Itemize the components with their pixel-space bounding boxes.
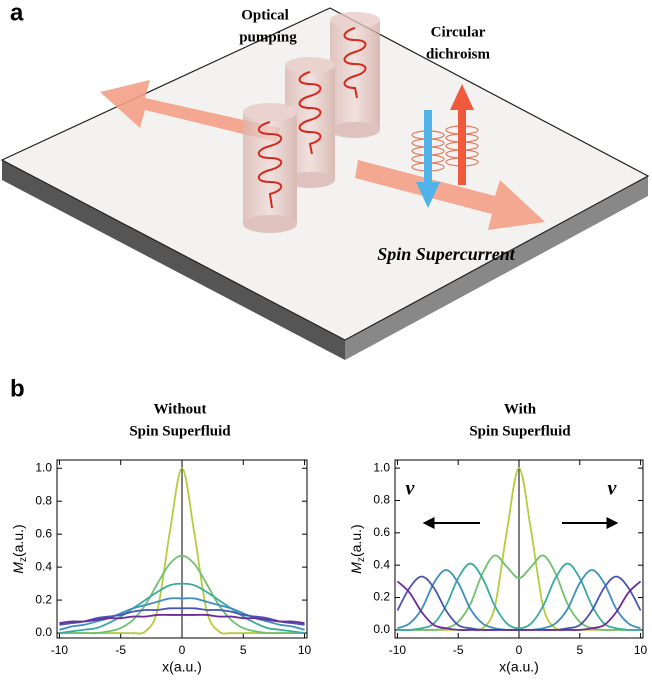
chart-title: Spin Superfluid (129, 423, 231, 439)
y-tick-label: 0.2 (373, 590, 390, 604)
y-tick-label: 0.8 (35, 493, 52, 507)
chart-title: With (504, 401, 537, 417)
series-line (59, 613, 305, 625)
series-line (396, 580, 642, 631)
x-axis-label: x(a.u.) (499, 659, 539, 675)
y-axis-label: Mz(a.u.) (10, 524, 29, 573)
x-tick-label: -10 (389, 643, 407, 657)
x-tick-label: -5 (115, 643, 126, 657)
y-tick-label: 0.6 (35, 526, 52, 540)
x-tick-label: -5 (453, 643, 464, 657)
dichroism-probe (411, 84, 479, 208)
label-optical: Optical (241, 7, 289, 23)
y-label-unit: (a.u.) (348, 524, 364, 557)
y-axis-label: Mz(a.u.) (348, 524, 367, 573)
annotation: v (608, 478, 618, 500)
x-axis-label: x(a.u.) (162, 659, 202, 675)
plot (394, 459, 644, 639)
chart-title: Without (153, 401, 206, 417)
y-label-subscript: z (18, 557, 29, 562)
x-tick-label: 10 (634, 643, 648, 657)
y-label-symbol: M (348, 562, 364, 574)
helices (257, 27, 367, 209)
y-tick-label: 0.8 (373, 493, 390, 507)
series-line (59, 554, 305, 635)
x-tick-label: 0 (516, 643, 523, 657)
y-tick-label: 0.0 (373, 622, 390, 636)
y-tick-label: 0.4 (35, 559, 52, 573)
y-tick-label: 0.4 (373, 557, 390, 571)
series-line (59, 607, 305, 626)
x-tick-label: 5 (576, 643, 583, 657)
x-tick-label: 10 (298, 643, 312, 657)
plot (56, 459, 308, 639)
y-label-unit: (a.u.) (10, 524, 26, 557)
label-supercurrent: Spin Supercurrent (377, 244, 516, 264)
y-tick-label: 0.0 (35, 625, 52, 639)
x-tick-label: 5 (240, 643, 247, 657)
y-label-symbol: M (10, 562, 26, 574)
panel-label: b (10, 375, 25, 402)
y-tick-label: 0.2 (35, 592, 52, 606)
label-optical: pumping (239, 29, 297, 45)
panel-label: a (10, 0, 24, 26)
y-label-subscript: z (356, 557, 367, 562)
y-tick-label: 1.0 (373, 460, 390, 474)
y-tick-label: 1.0 (35, 460, 52, 474)
x-tick-label: 0 (179, 643, 186, 657)
chart-title: Spin Superfluid (469, 423, 571, 439)
spin-arrows (100, 80, 545, 230)
y-tick-label: 0.6 (373, 525, 390, 539)
x-tick-label: -10 (51, 643, 69, 657)
label-dichroism: Circular (431, 24, 486, 40)
label-dichroism: dichroism (426, 46, 490, 62)
series-line (397, 562, 641, 631)
series-line (59, 597, 305, 631)
series-line (397, 554, 641, 631)
series-line (59, 582, 305, 634)
annotation: v (406, 478, 416, 500)
